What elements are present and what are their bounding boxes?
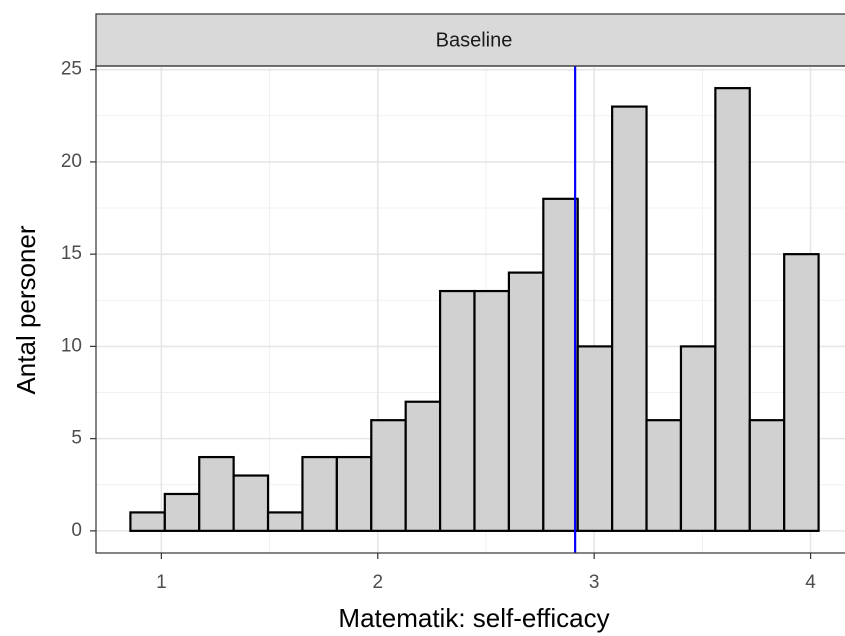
y-tick-label: 10 — [61, 335, 82, 356]
bar — [611, 105, 648, 532]
bar — [232, 474, 270, 532]
x-axis-label: Matematik: self-efficacy — [338, 603, 609, 633]
bar — [679, 345, 717, 532]
bar — [473, 289, 511, 532]
bar — [507, 271, 545, 532]
y-tick-label: 25 — [61, 59, 82, 80]
y-axis-label: Antal personer — [11, 225, 41, 394]
bar — [301, 455, 338, 532]
bar — [542, 197, 579, 532]
bar — [748, 419, 786, 532]
y-tick-label: 15 — [61, 243, 82, 264]
bar — [783, 253, 820, 532]
bar — [198, 455, 235, 532]
strip-label: Baseline — [436, 29, 513, 51]
strip — [95, 13, 845, 67]
x-tick-label: 4 — [805, 572, 816, 593]
bar — [266, 511, 304, 532]
x-tick-label: 1 — [156, 572, 167, 593]
y-tick-label: 0 — [71, 520, 82, 541]
bar — [370, 419, 407, 532]
y-tick-label: 20 — [61, 151, 82, 172]
bar — [438, 289, 476, 532]
bar — [335, 455, 373, 532]
bar — [645, 419, 683, 532]
panel-border — [95, 65, 845, 554]
bar — [714, 87, 751, 532]
bar — [163, 492, 201, 532]
x-tick-label: 2 — [372, 572, 383, 593]
bar — [404, 400, 442, 532]
bar — [129, 511, 166, 532]
y-tick-label: 5 — [71, 428, 82, 449]
bar — [576, 345, 614, 532]
x-tick-label: 3 — [589, 572, 600, 593]
